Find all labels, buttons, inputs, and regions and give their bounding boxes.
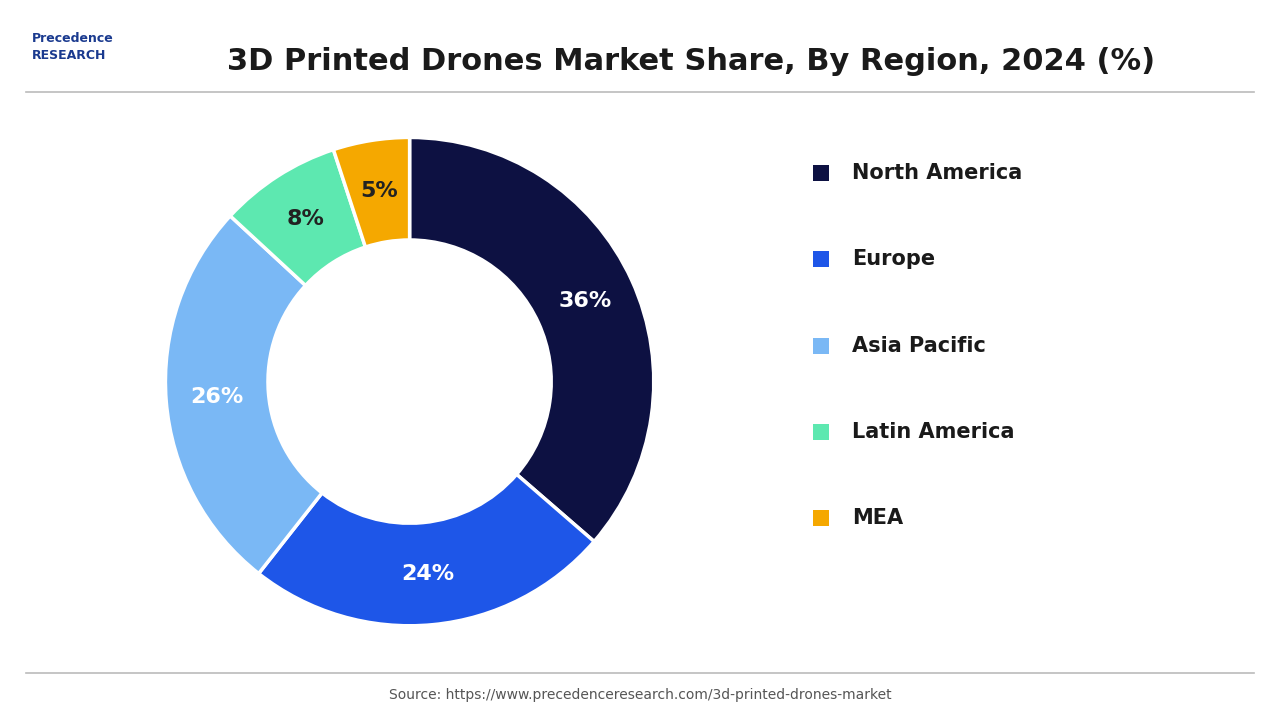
Text: 26%: 26% [191, 387, 244, 407]
Wedge shape [410, 138, 654, 541]
Text: Latin America: Latin America [851, 422, 1014, 442]
Wedge shape [230, 150, 365, 286]
Wedge shape [165, 216, 323, 574]
Wedge shape [259, 474, 594, 626]
Text: Europe: Europe [851, 249, 934, 269]
Wedge shape [333, 138, 410, 247]
Text: North America: North America [851, 163, 1021, 183]
Text: Source: https://www.precedenceresearch.com/3d-printed-drones-market: Source: https://www.precedenceresearch.c… [389, 688, 891, 702]
Text: MEA: MEA [851, 508, 902, 528]
Text: 24%: 24% [402, 564, 454, 584]
Text: 5%: 5% [360, 181, 398, 201]
Text: 8%: 8% [287, 210, 324, 230]
Text: 3D Printed Drones Market Share, By Region, 2024 (%): 3D Printed Drones Market Share, By Regio… [227, 47, 1156, 76]
Text: 36%: 36% [558, 292, 612, 312]
Text: Precedence
RESEARCH: Precedence RESEARCH [32, 32, 114, 62]
Text: Asia Pacific: Asia Pacific [851, 336, 986, 356]
